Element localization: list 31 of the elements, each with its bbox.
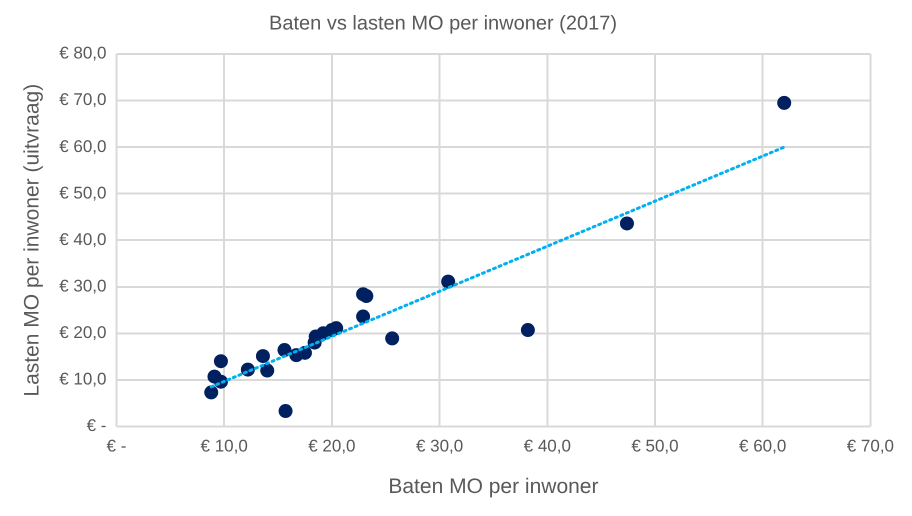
- x-tick-label: € 50,0: [631, 436, 679, 456]
- point: [260, 364, 274, 378]
- x-tick-label: € 60,0: [739, 436, 786, 456]
- point: [359, 289, 374, 304]
- y-tick-label: € 50,0: [59, 183, 106, 202]
- point: [385, 331, 400, 346]
- x-tick-label: € 30,0: [416, 436, 464, 456]
- y-tick-label: € 10,0: [59, 370, 106, 389]
- y-tick-label: € 70,0: [59, 90, 106, 110]
- y-tick-label: € 80,0: [59, 44, 106, 63]
- y-axis-title: Lasten MO per inwoner (uitvraag): [20, 84, 44, 397]
- x-axis-title: Baten MO per inwoner: [388, 475, 598, 498]
- point: [204, 385, 218, 400]
- y-tick-label: € 60,0: [59, 136, 106, 156]
- y-tick-label: € 30,0: [59, 276, 106, 296]
- point: [356, 310, 370, 324]
- chart-title: Baten vs lasten MO per inwoner (2017): [269, 12, 617, 35]
- y-tick-label: € 40,0: [59, 230, 106, 249]
- y-tick-label: € -: [86, 416, 106, 436]
- x-tick-label: € 20,0: [308, 436, 356, 456]
- x-tick-label: € 70,0: [846, 436, 894, 456]
- point: [520, 323, 535, 338]
- point: [777, 96, 792, 110]
- point: [256, 349, 270, 364]
- x-tick-label: € 10,0: [200, 436, 248, 456]
- point: [214, 354, 228, 368]
- x-tick-label: € -: [106, 436, 126, 456]
- x-tick-label: € 40,0: [524, 436, 571, 456]
- point: [620, 216, 634, 230]
- point: [278, 404, 293, 418]
- y-tick-label: € 20,0: [59, 322, 106, 342]
